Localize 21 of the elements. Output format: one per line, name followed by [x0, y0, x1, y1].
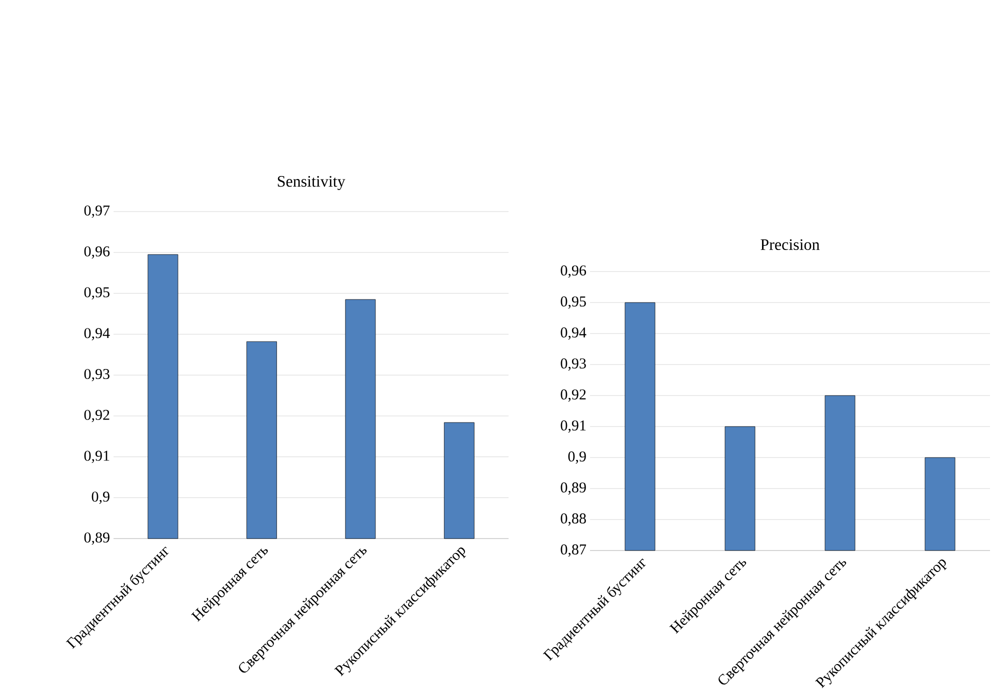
y-tick-label: 0,87 — [560, 544, 586, 557]
chart-title: Sensitivity — [278, 176, 346, 190]
chart-title: Precision — [760, 239, 820, 250]
y-tick-label: 0,95 — [84, 287, 110, 300]
y-tick-label: 0,97 — [84, 206, 110, 218]
y-tick-label: 0,93 — [560, 358, 586, 371]
y-tick-label: 0,9 — [92, 492, 110, 504]
y-tick-label: 0,89 — [84, 532, 110, 545]
y-tick-label: 0,96 — [84, 246, 110, 259]
y-tick-label: 0,95 — [560, 296, 586, 309]
y-tick-label: 0,92 — [560, 390, 586, 402]
y-tick-label: 0,9 — [568, 452, 586, 464]
y-tick-label: 0,91 — [560, 420, 586, 433]
y-tick-label: 0,89 — [560, 482, 586, 495]
y-tick-label: 0,93 — [84, 369, 110, 382]
y-tick-label: 0,92 — [84, 410, 110, 422]
y-tick-label: 0,94 — [560, 328, 586, 340]
y-tick-label: 0,91 — [84, 450, 110, 464]
y-tick-label: 0,96 — [560, 266, 586, 278]
y-tick-label: 0,94 — [84, 328, 110, 341]
y-tick-label: 0,88 — [560, 514, 586, 526]
